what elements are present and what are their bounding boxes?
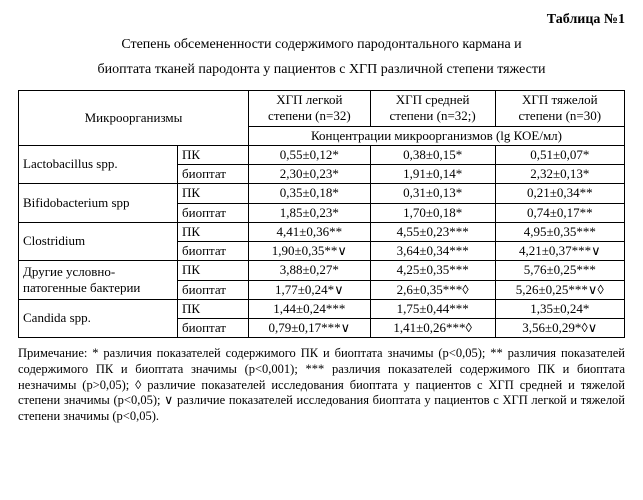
value-cell: 1,85±0,23*: [249, 203, 371, 222]
data-table: Микроорганизмы ХГП легкой степени (n=32)…: [18, 90, 625, 338]
value-cell: 1,77±0,24*∨: [249, 280, 371, 299]
sample-cell: биоптат: [178, 165, 249, 184]
value-cell: 4,55±0,23***: [370, 222, 495, 241]
value-cell: 1,41±0,26***◊: [370, 319, 495, 338]
value-cell: 1,70±0,18*: [370, 203, 495, 222]
value-cell: 1,44±0,24***: [249, 299, 371, 318]
value-cell: 4,41±0,36**: [249, 222, 371, 241]
value-cell: 2,32±0,13*: [495, 165, 624, 184]
title-block: Таблица №1 Степень обсемененности содерж…: [18, 12, 625, 80]
value-cell: 4,21±0,37***∨: [495, 242, 624, 261]
sample-cell: ПК: [178, 222, 249, 241]
sample-cell: ПК: [178, 299, 249, 318]
col-header-severe: ХГП тяжелой степени (n=30): [495, 91, 624, 127]
header-row-1: Микроорганизмы ХГП легкой степени (n=32)…: [19, 91, 625, 127]
organism-cell: Clostridium: [19, 222, 178, 261]
sample-cell: биоптат: [178, 280, 249, 299]
value-cell: 4,95±0,35***: [495, 222, 624, 241]
table-row: Lactobacillus spp.ПК0,55±0,12*0,38±0,15*…: [19, 145, 625, 164]
sample-cell: биоптат: [178, 319, 249, 338]
value-cell: 1,75±0,44***: [370, 299, 495, 318]
sample-cell: ПК: [178, 145, 249, 164]
value-cell: 1,35±0,24*: [495, 299, 624, 318]
value-cell: 0,38±0,15*: [370, 145, 495, 164]
organism-cell: Lactobacillus spp.: [19, 145, 178, 184]
caption-line-2: биоптата тканей пародонта у пациентов с …: [18, 59, 625, 80]
col-header-mild: ХГП легкой степени (n=32): [249, 91, 371, 127]
col-header-organism: Микроорганизмы: [19, 91, 249, 146]
value-cell: 0,51±0,07*: [495, 145, 624, 164]
value-cell: 0,35±0,18*: [249, 184, 371, 203]
table-row: Bifidobacterium sppПК0,35±0,18*0,31±0,13…: [19, 184, 625, 203]
footnote: Примечание: * различия показателей содер…: [18, 346, 625, 424]
value-cell: 2,6±0,35***◊: [370, 280, 495, 299]
sample-cell: ПК: [178, 261, 249, 280]
sample-cell: ПК: [178, 184, 249, 203]
value-cell: 5,26±0,25***∨◊: [495, 280, 624, 299]
value-cell: 3,56±0,29*◊∨: [495, 319, 624, 338]
organism-cell: Другие условно-патогенные бактерии: [19, 261, 178, 300]
organism-cell: Candida spp.: [19, 299, 178, 338]
value-cell: 1,90±0,35**∨: [249, 242, 371, 261]
value-cell: 0,79±0,17***∨: [249, 319, 371, 338]
table-row: Другие условно-патогенные бактерииПК3,88…: [19, 261, 625, 280]
organism-cell: Bifidobacterium spp: [19, 184, 178, 223]
value-cell: 4,25±0,35***: [370, 261, 495, 280]
sample-cell: биоптат: [178, 242, 249, 261]
value-cell: 1,91±0,14*: [370, 165, 495, 184]
value-cell: 0,74±0,17**: [495, 203, 624, 222]
value-cell: 2,30±0,23*: [249, 165, 371, 184]
caption-line-1: Степень обсемененности содержимого парод…: [18, 34, 625, 55]
col-subheader-units: Концентрации микроорганизмов (lg КОЕ/мл): [249, 126, 625, 145]
value-cell: 3,64±0,34***: [370, 242, 495, 261]
table-row: Candida spp.ПК1,44±0,24***1,75±0,44***1,…: [19, 299, 625, 318]
col-header-moderate: ХГП средней степени (n=32;): [370, 91, 495, 127]
value-cell: 3,88±0,27*: [249, 261, 371, 280]
sample-cell: биоптат: [178, 203, 249, 222]
table-number: Таблица №1: [18, 12, 625, 28]
value-cell: 0,55±0,12*: [249, 145, 371, 164]
value-cell: 0,31±0,13*: [370, 184, 495, 203]
table-body: Lactobacillus spp.ПК0,55±0,12*0,38±0,15*…: [19, 145, 625, 338]
table-row: ClostridiumПК4,41±0,36**4,55±0,23***4,95…: [19, 222, 625, 241]
value-cell: 5,76±0,25***: [495, 261, 624, 280]
value-cell: 0,21±0,34**: [495, 184, 624, 203]
